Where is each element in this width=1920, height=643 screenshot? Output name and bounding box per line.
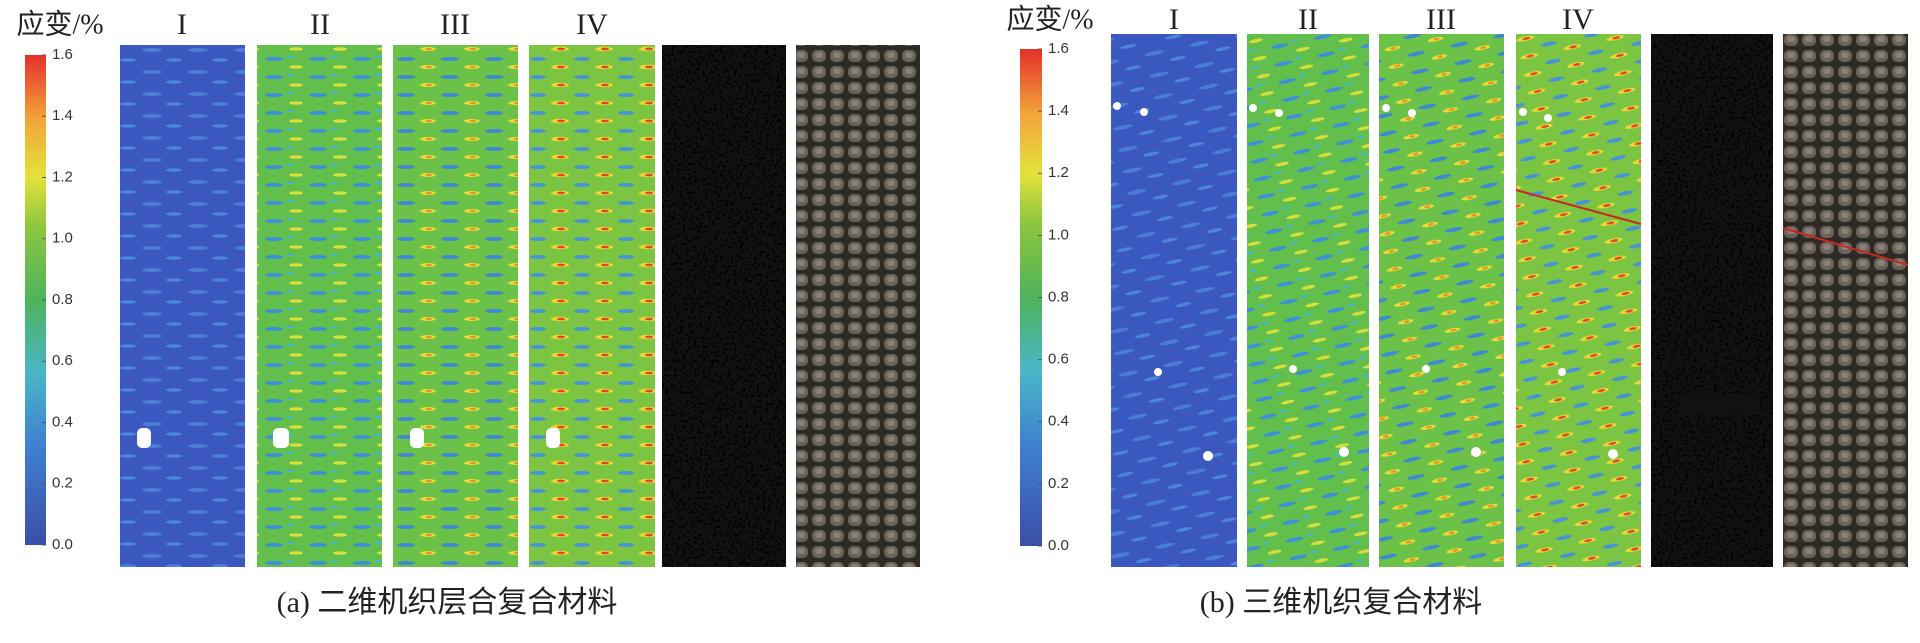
colorbar [25, 55, 46, 545]
strain-map [1379, 34, 1504, 567]
strain-map [393, 45, 518, 567]
colorbar-tick-label: 0.0 [1048, 537, 1069, 554]
strain-map [1111, 34, 1237, 567]
colorbar-tick-label: 1.0 [1048, 226, 1069, 243]
marker [137, 428, 151, 448]
column-label: II [310, 8, 330, 41]
markers [1113, 102, 1618, 461]
caption: (b) 三维机织复合材料 [1200, 586, 1482, 619]
colorbar-label: 应变/% [16, 8, 103, 40]
column-label: IV [1562, 3, 1594, 36]
strain-map [257, 45, 382, 567]
strain-map [529, 45, 655, 567]
colorbar-tick-label: 0.8 [52, 291, 73, 308]
image-panels [25, 34, 1909, 567]
column-label: I [177, 8, 187, 41]
colorbar-tick-label: 1.6 [1048, 40, 1069, 57]
crack-line [1515, 189, 1642, 225]
colorbar-tick-label: 0.2 [1048, 475, 1069, 492]
damage-zone [1680, 395, 1760, 415]
colorbar-tick-label: 0.2 [52, 475, 73, 492]
colorbar-tick-label: 0.0 [52, 536, 73, 553]
colorbar [1020, 49, 1042, 546]
specimen-photo [1783, 34, 1908, 567]
speckle-pattern [662, 45, 786, 567]
colorbar-tick-label: 0.6 [1048, 351, 1069, 368]
column-label: III [440, 8, 470, 41]
colorbar-tick-label: 1.2 [1048, 164, 1069, 181]
crack-line [1782, 227, 1909, 266]
speckle-pattern [1651, 34, 1773, 567]
colorbar-tick-label: 0.4 [52, 413, 73, 430]
colorbar-tick-label: 0.4 [1048, 413, 1069, 430]
column-label: III [1426, 3, 1456, 36]
caption: (a) 二维机织层合复合材料 [277, 586, 618, 619]
specimen-photo [796, 45, 920, 567]
strain-map [1516, 34, 1641, 567]
column-label: II [1298, 3, 1318, 36]
colorbar-tick-label: 1.4 [1048, 102, 1069, 119]
colorbar-tick-label: 1.2 [52, 168, 73, 185]
column-label: IV [576, 8, 608, 41]
colorbar-tick-label: 0.6 [52, 352, 73, 369]
column-label: I [1169, 3, 1179, 36]
strain-map [120, 45, 245, 567]
marker [546, 428, 560, 448]
marker [273, 428, 289, 448]
marker [410, 428, 424, 448]
colorbar-tick-label: 1.4 [52, 107, 73, 124]
colorbar-tick-label: 1.0 [52, 230, 73, 247]
colorbar-tick-label: 1.6 [52, 46, 73, 63]
colorbar-label: 应变/% [1006, 3, 1093, 35]
strain-map [1247, 34, 1369, 567]
colorbar-tick-label: 0.8 [1048, 288, 1069, 305]
